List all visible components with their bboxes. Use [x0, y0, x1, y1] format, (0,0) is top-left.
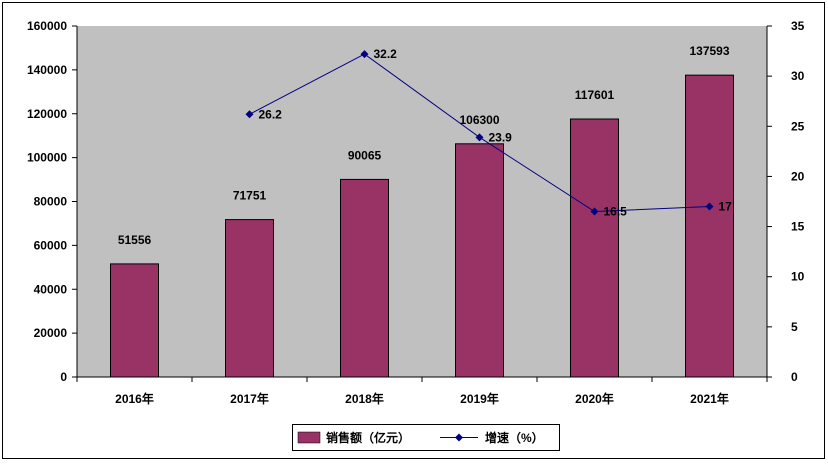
y-right-tick-label: 30 [791, 69, 805, 83]
line-data-label: 23.9 [489, 130, 513, 144]
legend-bar-label: 销售额（亿元） [326, 430, 410, 445]
line-point[interactable] [705, 202, 714, 211]
bar[interactable] [685, 74, 734, 378]
y-right-tick-label: 25 [791, 119, 805, 133]
line-data-label: 32.2 [374, 47, 398, 61]
line-data-label: 16.5 [604, 205, 628, 219]
y-left-tick-label: 0 [60, 370, 67, 384]
y-right-tick-label: 10 [791, 270, 805, 284]
bar[interactable] [225, 219, 274, 378]
x-tick-label: 2020年 [575, 391, 614, 406]
y-left-tick-label: 120000 [27, 107, 67, 121]
y-left-tick-label: 60000 [34, 238, 68, 252]
y-right-tick-label: 35 [791, 19, 805, 33]
bar-data-label: 90065 [348, 148, 382, 162]
legend-line-label: 增速（%） [485, 430, 544, 445]
x-tick-label: 2017年 [230, 391, 269, 406]
bar-data-label: 71751 [233, 189, 267, 203]
legend-bar-swatch [297, 431, 321, 444]
line-series [245, 50, 714, 216]
bar-data-labels: 51556 71751 90065 106300 117601 137593 [118, 44, 730, 247]
line-point[interactable] [360, 50, 369, 59]
y-right-tick-label: 5 [791, 320, 798, 334]
y-left-tick-label: 100000 [27, 151, 67, 165]
legend: 销售额（亿元） 增速（%） [292, 424, 560, 451]
x-tick-label: 2018年 [345, 391, 384, 406]
y-left-tick-label: 20000 [34, 326, 68, 340]
line-point[interactable] [475, 133, 484, 142]
bar-data-label: 137593 [689, 44, 729, 58]
y-right-tick-label: 20 [791, 169, 805, 183]
bar-data-label: 106300 [459, 113, 499, 127]
plot-area [77, 26, 767, 377]
legend-line-marker [455, 433, 463, 442]
bar[interactable] [340, 178, 389, 378]
legend-box [292, 424, 560, 451]
y-axis-left: 0 20000 40000 60000 80000 100000 120000 140000 1… [27, 19, 78, 384]
bar-data-label: 117601 [575, 88, 615, 102]
y-axis-right: 0 5 10 15 20 25 30 35 [766, 19, 805, 384]
bar[interactable] [570, 118, 619, 378]
y-left-tick-label: 160000 [27, 19, 67, 33]
y-right-tick-label: 0 [791, 370, 798, 384]
x-tick-label: 2016年 [115, 391, 154, 406]
line-data-label: 17 [719, 200, 733, 214]
y-right-tick-label: 15 [791, 220, 805, 234]
line-point[interactable] [590, 207, 599, 216]
y-left-tick-label: 80000 [34, 195, 68, 209]
line-data-labels: 26.2 32.2 23.9 16.5 17 [259, 47, 733, 218]
bar[interactable] [455, 143, 504, 378]
x-tick-label: 2021年 [690, 391, 729, 406]
x-axis: 2016年 2017年 2018年 2019年 2020年 2021年 [76, 376, 768, 406]
bar-data-label: 51556 [118, 233, 152, 247]
line-point[interactable] [245, 110, 254, 119]
x-tick-label: 2019年 [460, 391, 499, 406]
line-data-label: 26.2 [259, 107, 283, 121]
y-left-tick-label: 40000 [34, 282, 68, 296]
y-left-tick-label: 140000 [27, 63, 67, 77]
bar[interactable] [110, 263, 159, 378]
bar-series [110, 74, 734, 378]
